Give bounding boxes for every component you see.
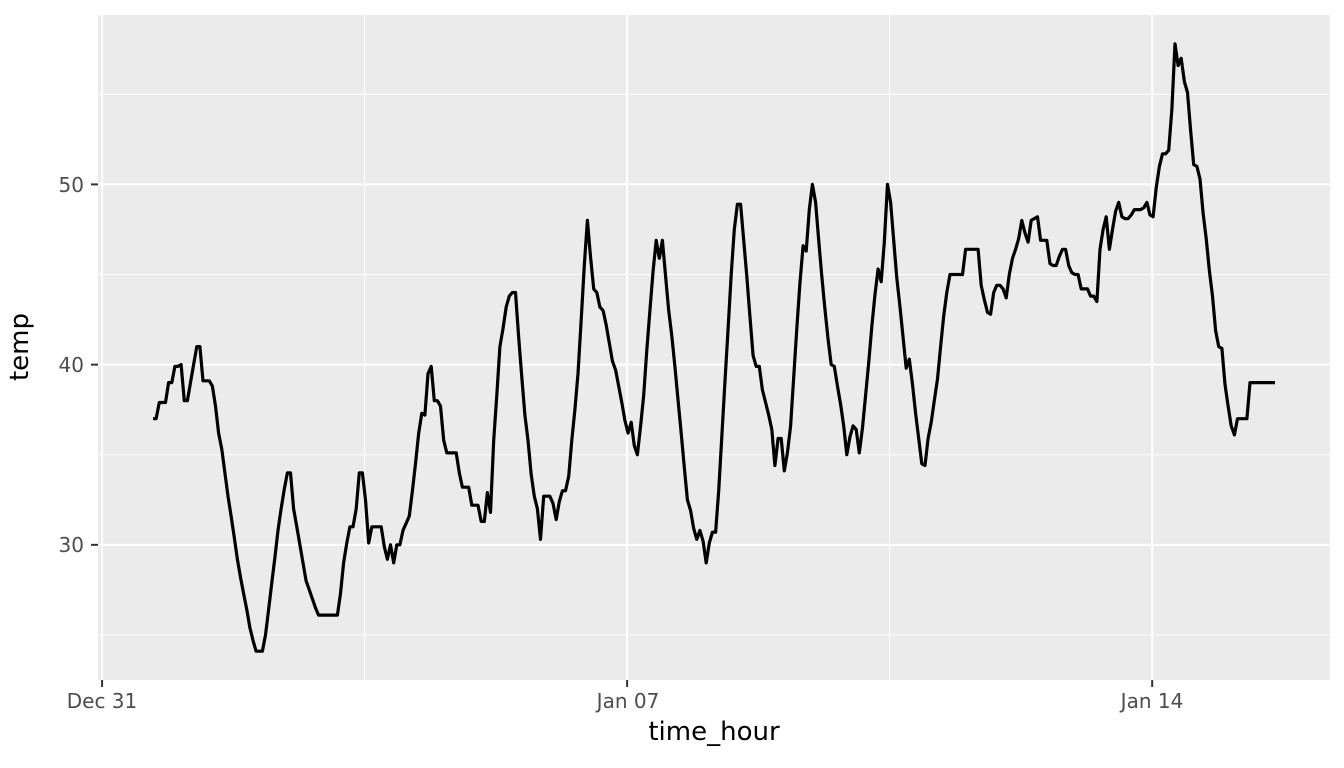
y-tick-label-50: 50 [58, 173, 84, 197]
x-axis-title: time_hour [648, 717, 780, 747]
x-tick-label-jan-14: Jan 14 [1120, 689, 1184, 713]
temperature-data-line [153, 42, 1275, 653]
x-tick-label-dec-31: Dec 31 [66, 689, 138, 713]
x-tick-label-jan-07: Jan 07 [596, 689, 660, 713]
y-tick-label-40: 40 [58, 353, 84, 377]
y-axis-title: temp [5, 312, 35, 382]
y-tick-label-30: 30 [58, 533, 84, 557]
plot-panel [98, 15, 1330, 680]
